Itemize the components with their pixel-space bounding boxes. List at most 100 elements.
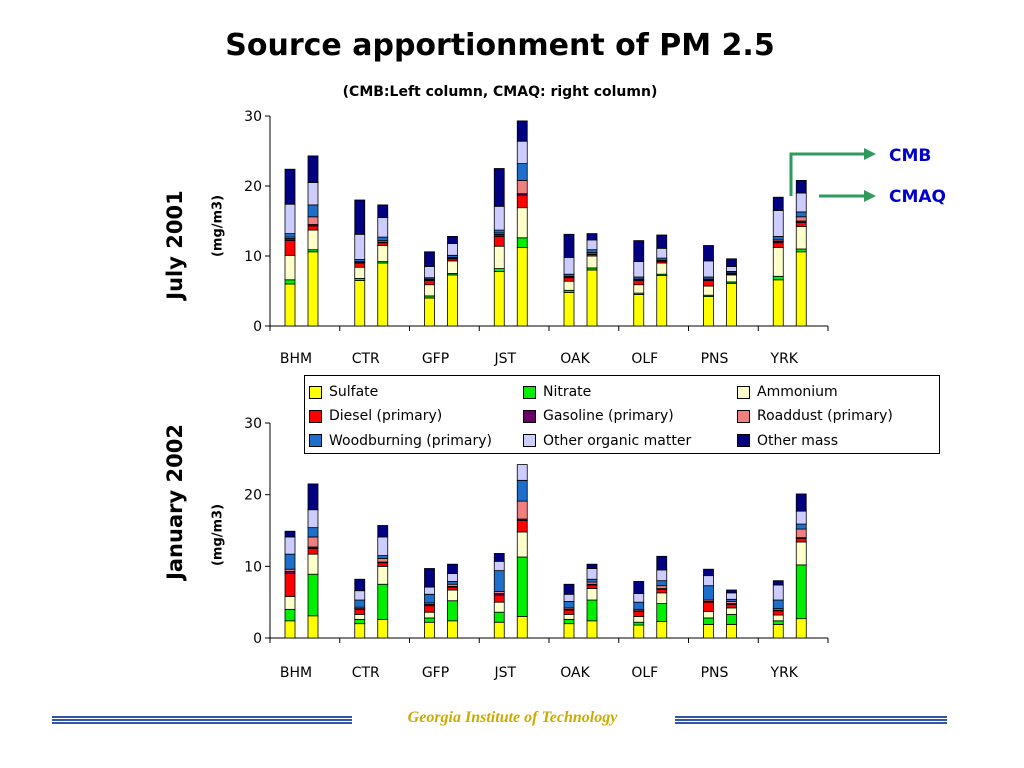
bar-segment-cmaq — [726, 274, 737, 283]
bar-segment-cmaq — [586, 620, 598, 639]
chart-legend: Sulfate Nitrate Ammonium Diesel (primary… — [304, 375, 940, 454]
bar-segment-cmb — [772, 235, 784, 241]
bar-segment-cmb — [493, 601, 505, 613]
legend-swatch — [737, 409, 750, 423]
bar-segment-cmb — [493, 621, 505, 639]
bar-segment-cmb — [703, 623, 714, 639]
bar-segment-cmb — [493, 268, 505, 272]
bar-segment-cmb — [284, 203, 296, 234]
category-label: CTR — [352, 351, 380, 367]
bar-segment-cmaq — [447, 242, 458, 256]
bar-segment-cmb — [633, 240, 645, 263]
bar-segment-cmaq — [447, 573, 458, 582]
bar-segment-cmaq — [516, 194, 528, 209]
july-chart: 0 10 20 30 BHM CTR GFP JST OAK OLF PNS YRK — [244, 109, 829, 367]
bar-segment-cmaq — [307, 155, 319, 183]
bar-segment-cmb — [703, 280, 714, 287]
bar-segment-cmb — [563, 618, 575, 625]
bar-segment-cmaq — [377, 565, 389, 585]
bar-segment-cmaq — [377, 242, 389, 246]
annotation-arrows — [789, 148, 876, 202]
bar-segment-cmb — [703, 601, 714, 612]
bar-segment-cmb — [772, 580, 784, 586]
bar-segment-cmb — [493, 229, 505, 234]
bar-segment-cmb — [284, 620, 296, 639]
y-tick-label: 0 — [253, 319, 262, 335]
bar-segment-cmaq — [377, 236, 389, 242]
bar-segment-cmb — [284, 608, 296, 622]
cmb-arrow-head — [864, 148, 876, 160]
legend-label: Woodburning (primary) — [329, 432, 492, 449]
bar-segment-cmaq — [377, 536, 389, 556]
legend-item-woodburning: Woodburning (primary) — [309, 429, 523, 453]
legend-item-nitrate: Nitrate — [523, 380, 737, 404]
bar-segment-cmb — [424, 621, 435, 639]
bar-segment-cmb — [633, 621, 645, 626]
bar-segment-cmb — [563, 623, 575, 639]
cmb-annotation: CMB — [889, 146, 932, 166]
category-label: CTR — [352, 665, 380, 681]
bar-segment-cmb — [633, 261, 645, 278]
bar-segment-cmaq — [516, 479, 528, 502]
category-label: OLF — [631, 665, 658, 681]
bar-segment-cmaq — [586, 568, 598, 580]
legend-swatch — [523, 409, 536, 423]
bar-segment-cmaq — [307, 615, 319, 639]
bar-segment-cmb — [493, 594, 505, 603]
slide-subtitle: (CMB:Left column, CMAQ: right column) — [342, 84, 658, 100]
y-tick-label: 20 — [244, 488, 262, 504]
bar-segment-cmb — [354, 613, 366, 620]
bar-segment-cmb — [772, 247, 784, 277]
legend-swatch — [309, 434, 322, 448]
legend-item-ammonium: Ammonium — [737, 380, 941, 404]
bar-segment-cmaq — [516, 531, 528, 558]
bar-segment-cmaq — [307, 182, 319, 206]
bar-segment-cmaq — [726, 258, 737, 267]
bar-segment-cmaq — [377, 618, 389, 639]
bar-segment-cmb — [563, 256, 575, 275]
bar-segment-cmb — [633, 294, 645, 327]
bar-segment-cmb — [563, 233, 575, 258]
bar-segment-cmaq — [795, 179, 807, 194]
legend-label: Roaddust (primary) — [757, 408, 893, 425]
y-tick-label: 0 — [253, 631, 262, 647]
bar-segment-cmb — [354, 608, 366, 615]
category-label: PNS — [701, 351, 729, 367]
bar-segment-cmb — [633, 601, 645, 610]
bar-segment-cmb — [354, 623, 366, 639]
bar-segment-cmb — [424, 605, 435, 613]
bar-segment-cmb — [424, 593, 435, 604]
bar-segment-cmaq — [795, 523, 807, 530]
bar-segment-cmb — [563, 583, 575, 595]
bar-segment-cmb — [772, 210, 784, 237]
legend-item-other-organic: Other organic matter — [523, 429, 737, 453]
bar-segment-cmaq — [726, 282, 737, 327]
bar-segment-cmaq — [516, 464, 528, 481]
category-label: YRK — [770, 351, 799, 367]
legend-label: Sulfate — [329, 384, 379, 400]
bar-segment-cmb — [772, 610, 784, 616]
bar-segment-cmaq — [516, 207, 528, 239]
bar-segment-cmb — [284, 553, 296, 570]
legend-item-roaddust: Roaddust (primary) — [737, 404, 941, 428]
bar-segment-cmb — [772, 614, 784, 622]
bar-segment-cmaq — [656, 555, 668, 571]
bar-segment-cmb — [284, 283, 296, 327]
bar-segment-cmb — [354, 280, 366, 327]
bar-segment-cmaq — [586, 588, 598, 601]
bar-segment-cmaq — [726, 623, 737, 639]
bar-segment-cmb — [633, 624, 645, 639]
bar-segment-cmb — [703, 245, 714, 262]
bar-segment-cmaq — [795, 493, 807, 512]
bar-segment-cmaq — [307, 251, 319, 327]
january-chart: 0 10 20 30 BHM CTR GFP JST OAK OLF PNS YRK — [244, 416, 829, 681]
bar-segment-cmaq — [377, 558, 389, 563]
cmaq-arrow-head — [864, 190, 876, 202]
bar-segment-cmb — [563, 277, 575, 282]
bar-segment-cmb — [703, 285, 714, 296]
bar-segment-cmb — [284, 254, 296, 281]
category-label: BHM — [280, 351, 312, 367]
bar-segment-cmaq — [307, 548, 319, 555]
bar-segment-cmaq — [656, 275, 668, 327]
bar-segment-cmaq — [307, 483, 319, 511]
